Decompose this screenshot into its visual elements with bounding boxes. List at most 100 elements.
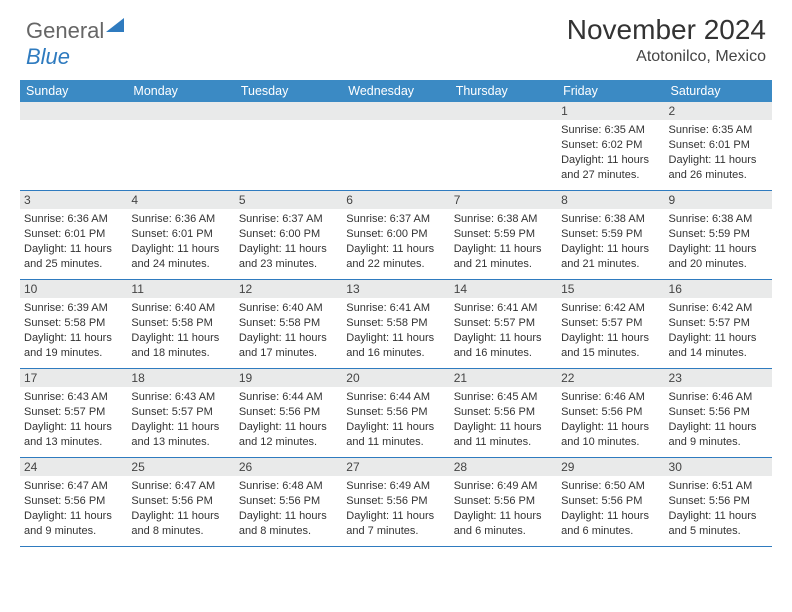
day-number: 24 (20, 458, 127, 476)
weekday-header: Sunday (20, 80, 127, 102)
month-title: November 2024 (567, 14, 766, 46)
day-number: 7 (450, 191, 557, 209)
day-number: 25 (127, 458, 234, 476)
brand-triangle-icon (106, 18, 124, 32)
day-number: 14 (450, 280, 557, 298)
day-details: Sunrise: 6:36 AMSunset: 6:01 PMDaylight:… (127, 209, 234, 274)
weekday-header: Friday (557, 80, 664, 102)
location: Atotonilco, Mexico (567, 48, 766, 66)
calendar-cell: 21Sunrise: 6:45 AMSunset: 5:56 PMDayligh… (450, 369, 557, 458)
calendar-cell: 26Sunrise: 6:48 AMSunset: 5:56 PMDayligh… (235, 458, 342, 547)
day-number: 6 (342, 191, 449, 209)
day-details: Sunrise: 6:44 AMSunset: 5:56 PMDaylight:… (342, 387, 449, 452)
day-details: Sunrise: 6:40 AMSunset: 5:58 PMDaylight:… (127, 298, 234, 363)
calendar-cell: 15Sunrise: 6:42 AMSunset: 5:57 PMDayligh… (557, 280, 664, 369)
calendar-cell (20, 102, 127, 191)
calendar-cell: 30Sunrise: 6:51 AMSunset: 5:56 PMDayligh… (665, 458, 772, 547)
day-number: 9 (665, 191, 772, 209)
calendar-cell: 20Sunrise: 6:44 AMSunset: 5:56 PMDayligh… (342, 369, 449, 458)
day-details: Sunrise: 6:35 AMSunset: 6:01 PMDaylight:… (665, 120, 772, 185)
calendar-row: 17Sunrise: 6:43 AMSunset: 5:57 PMDayligh… (20, 369, 772, 458)
calendar-cell: 19Sunrise: 6:44 AMSunset: 5:56 PMDayligh… (235, 369, 342, 458)
brand-part2: Blue (26, 44, 70, 69)
day-details: Sunrise: 6:49 AMSunset: 5:56 PMDaylight:… (342, 476, 449, 541)
day-details: Sunrise: 6:43 AMSunset: 5:57 PMDaylight:… (127, 387, 234, 452)
day-number: 5 (235, 191, 342, 209)
day-details: Sunrise: 6:39 AMSunset: 5:58 PMDaylight:… (20, 298, 127, 363)
calendar-row: 24Sunrise: 6:47 AMSunset: 5:56 PMDayligh… (20, 458, 772, 547)
calendar-cell: 16Sunrise: 6:42 AMSunset: 5:57 PMDayligh… (665, 280, 772, 369)
calendar-cell (235, 102, 342, 191)
day-number: 10 (20, 280, 127, 298)
day-number: 30 (665, 458, 772, 476)
day-number: 8 (557, 191, 664, 209)
calendar-cell: 10Sunrise: 6:39 AMSunset: 5:58 PMDayligh… (20, 280, 127, 369)
header: General Blue November 2024 Atotonilco, M… (0, 0, 792, 80)
day-number: 11 (127, 280, 234, 298)
day-details: Sunrise: 6:36 AMSunset: 6:01 PMDaylight:… (20, 209, 127, 274)
calendar-cell: 3Sunrise: 6:36 AMSunset: 6:01 PMDaylight… (20, 191, 127, 280)
empty-day (127, 102, 234, 120)
day-details: Sunrise: 6:46 AMSunset: 5:56 PMDaylight:… (557, 387, 664, 452)
calendar-cell: 28Sunrise: 6:49 AMSunset: 5:56 PMDayligh… (450, 458, 557, 547)
day-details: Sunrise: 6:38 AMSunset: 5:59 PMDaylight:… (557, 209, 664, 274)
day-number: 22 (557, 369, 664, 387)
weekday-header: Tuesday (235, 80, 342, 102)
day-details: Sunrise: 6:40 AMSunset: 5:58 PMDaylight:… (235, 298, 342, 363)
day-details: Sunrise: 6:35 AMSunset: 6:02 PMDaylight:… (557, 120, 664, 185)
title-block: November 2024 Atotonilco, Mexico (567, 14, 766, 66)
calendar-cell: 2Sunrise: 6:35 AMSunset: 6:01 PMDaylight… (665, 102, 772, 191)
calendar-cell: 9Sunrise: 6:38 AMSunset: 5:59 PMDaylight… (665, 191, 772, 280)
calendar-cell: 18Sunrise: 6:43 AMSunset: 5:57 PMDayligh… (127, 369, 234, 458)
day-number: 19 (235, 369, 342, 387)
day-number: 2 (665, 102, 772, 120)
calendar-cell: 22Sunrise: 6:46 AMSunset: 5:56 PMDayligh… (557, 369, 664, 458)
calendar-cell (450, 102, 557, 191)
calendar-row: 10Sunrise: 6:39 AMSunset: 5:58 PMDayligh… (20, 280, 772, 369)
day-number: 4 (127, 191, 234, 209)
day-details: Sunrise: 6:50 AMSunset: 5:56 PMDaylight:… (557, 476, 664, 541)
day-details: Sunrise: 6:42 AMSunset: 5:57 PMDaylight:… (665, 298, 772, 363)
day-number: 1 (557, 102, 664, 120)
empty-day (450, 102, 557, 120)
calendar-cell: 11Sunrise: 6:40 AMSunset: 5:58 PMDayligh… (127, 280, 234, 369)
calendar-cell: 12Sunrise: 6:40 AMSunset: 5:58 PMDayligh… (235, 280, 342, 369)
day-details: Sunrise: 6:38 AMSunset: 5:59 PMDaylight:… (450, 209, 557, 274)
day-details: Sunrise: 6:45 AMSunset: 5:56 PMDaylight:… (450, 387, 557, 452)
day-details: Sunrise: 6:43 AMSunset: 5:57 PMDaylight:… (20, 387, 127, 452)
calendar-cell (127, 102, 234, 191)
calendar-cell: 23Sunrise: 6:46 AMSunset: 5:56 PMDayligh… (665, 369, 772, 458)
weekday-header: Monday (127, 80, 234, 102)
day-details: Sunrise: 6:41 AMSunset: 5:57 PMDaylight:… (450, 298, 557, 363)
calendar-cell: 13Sunrise: 6:41 AMSunset: 5:58 PMDayligh… (342, 280, 449, 369)
day-number: 28 (450, 458, 557, 476)
day-details: Sunrise: 6:38 AMSunset: 5:59 PMDaylight:… (665, 209, 772, 274)
calendar-cell: 7Sunrise: 6:38 AMSunset: 5:59 PMDaylight… (450, 191, 557, 280)
day-number: 20 (342, 369, 449, 387)
day-number: 12 (235, 280, 342, 298)
day-details: Sunrise: 6:47 AMSunset: 5:56 PMDaylight:… (127, 476, 234, 541)
day-details: Sunrise: 6:37 AMSunset: 6:00 PMDaylight:… (342, 209, 449, 274)
calendar-table: SundayMondayTuesdayWednesdayThursdayFrid… (20, 80, 772, 547)
calendar-cell: 6Sunrise: 6:37 AMSunset: 6:00 PMDaylight… (342, 191, 449, 280)
empty-day (342, 102, 449, 120)
day-number: 29 (557, 458, 664, 476)
calendar-cell: 4Sunrise: 6:36 AMSunset: 6:01 PMDaylight… (127, 191, 234, 280)
day-details: Sunrise: 6:51 AMSunset: 5:56 PMDaylight:… (665, 476, 772, 541)
calendar-row: 1Sunrise: 6:35 AMSunset: 6:02 PMDaylight… (20, 102, 772, 191)
weekday-header: Thursday (450, 80, 557, 102)
weekday-header: Saturday (665, 80, 772, 102)
empty-day (235, 102, 342, 120)
day-number: 17 (20, 369, 127, 387)
weekday-header-row: SundayMondayTuesdayWednesdayThursdayFrid… (20, 80, 772, 102)
day-number: 16 (665, 280, 772, 298)
day-number: 13 (342, 280, 449, 298)
day-details: Sunrise: 6:49 AMSunset: 5:56 PMDaylight:… (450, 476, 557, 541)
day-details: Sunrise: 6:44 AMSunset: 5:56 PMDaylight:… (235, 387, 342, 452)
day-details: Sunrise: 6:42 AMSunset: 5:57 PMDaylight:… (557, 298, 664, 363)
day-number: 27 (342, 458, 449, 476)
calendar-cell: 17Sunrise: 6:43 AMSunset: 5:57 PMDayligh… (20, 369, 127, 458)
day-number: 21 (450, 369, 557, 387)
calendar-cell: 5Sunrise: 6:37 AMSunset: 6:00 PMDaylight… (235, 191, 342, 280)
calendar-cell: 1Sunrise: 6:35 AMSunset: 6:02 PMDaylight… (557, 102, 664, 191)
